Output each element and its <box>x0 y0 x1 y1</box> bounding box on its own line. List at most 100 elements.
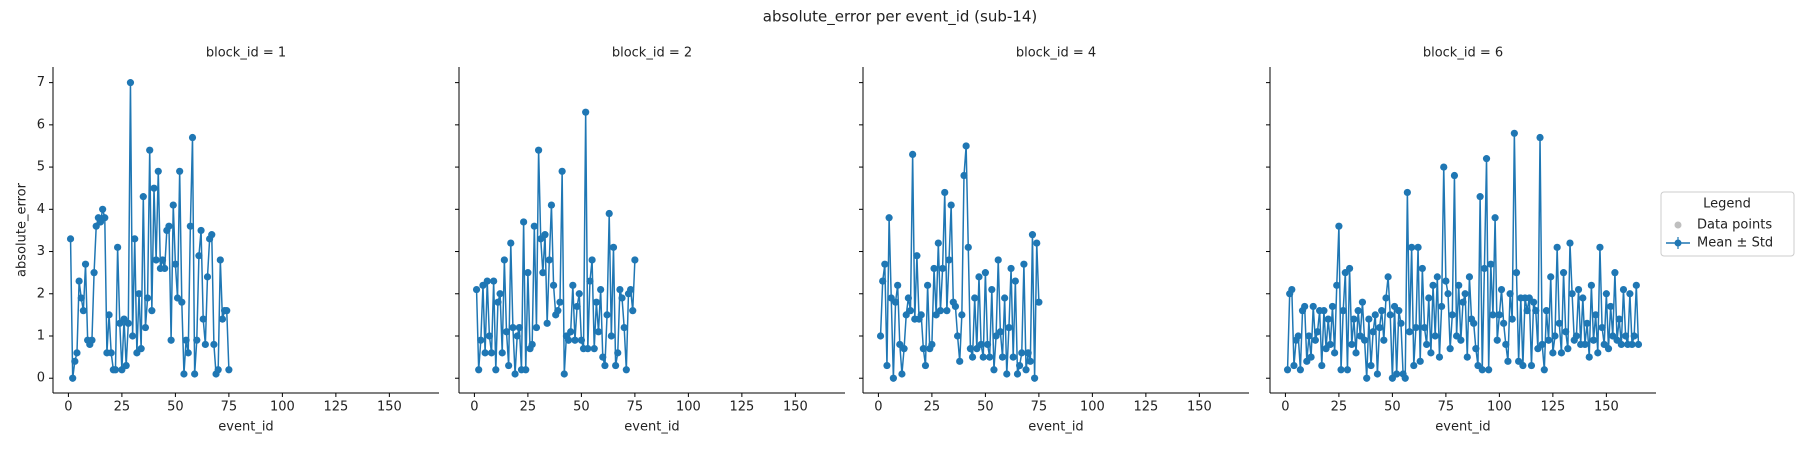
mean-marker <box>1559 269 1568 277</box>
x-tick-label: 75 <box>221 400 238 415</box>
mean-marker <box>1607 302 1615 311</box>
mean-marker <box>960 171 968 180</box>
mean-marker <box>1001 294 1009 302</box>
mean-marker <box>1626 290 1634 298</box>
mean-marker <box>90 269 98 277</box>
mean-marker <box>1536 133 1544 142</box>
mean-marker <box>592 298 600 306</box>
mean-marker <box>131 235 139 243</box>
mean-marker <box>1035 298 1043 306</box>
mean-marker <box>943 307 951 315</box>
mean-marker <box>1465 273 1474 281</box>
x-tick-label: 150 <box>1187 400 1212 415</box>
mean-marker <box>979 353 987 361</box>
x-tick-label: 75 <box>1031 400 1048 415</box>
mean-marker <box>1371 311 1379 319</box>
mean-marker <box>1470 319 1478 327</box>
mean-marker <box>906 307 915 315</box>
mean-marker <box>1557 349 1566 357</box>
mean-marker <box>1003 370 1011 378</box>
panel-title: block_id = 4 <box>1016 46 1096 61</box>
mean-marker <box>1380 336 1388 344</box>
mean-marker <box>1307 353 1315 361</box>
mean-marker <box>477 336 485 344</box>
mean-marker <box>178 298 186 306</box>
mean-marker <box>75 277 83 285</box>
mean-marker <box>1574 285 1583 294</box>
x-tick-label: 100 <box>676 400 701 415</box>
mean-marker <box>165 222 173 230</box>
mean-marker <box>161 264 169 273</box>
mean-marker <box>1343 366 1352 374</box>
mean-marker <box>1619 285 1628 294</box>
mean-marker <box>1482 155 1491 163</box>
mean-marker <box>1005 323 1013 332</box>
mean-marker <box>1506 290 1514 298</box>
mean-marker <box>507 239 515 247</box>
mean-marker <box>994 256 1002 264</box>
mean-marker <box>492 366 500 374</box>
mean-marker <box>1530 298 1538 306</box>
y-tick-label: 3 <box>37 244 45 259</box>
mean-marker <box>1378 307 1386 315</box>
mean-marker <box>582 108 590 116</box>
mean-marker <box>603 311 611 319</box>
mean-marker <box>1444 290 1452 298</box>
mean-marker <box>981 269 989 277</box>
mean-marker <box>1489 311 1497 319</box>
mean-marker <box>924 281 932 289</box>
mean-marker <box>485 332 493 340</box>
mean-marker <box>913 252 921 260</box>
x-tick-label: 50 <box>1384 400 1401 415</box>
mean-marker <box>81 260 90 268</box>
mean-marker <box>958 311 966 319</box>
mean-marker <box>1579 294 1587 302</box>
mean-marker <box>1632 281 1640 289</box>
mean-marker <box>1589 336 1598 344</box>
mean-marker <box>900 345 908 353</box>
mean-marker <box>515 323 523 332</box>
mean-marker <box>577 336 585 344</box>
mean-marker <box>1634 340 1643 349</box>
mean-marker <box>1414 243 1422 251</box>
y-tick-label: 6 <box>37 117 45 132</box>
mean-marker <box>1485 366 1493 374</box>
mean-marker <box>996 328 1004 336</box>
mean-marker <box>547 201 556 209</box>
panel-title: block_id = 2 <box>612 46 692 61</box>
mean-marker <box>481 349 489 357</box>
mean-marker <box>180 370 188 378</box>
mean-marker <box>1555 319 1563 327</box>
mean-marker <box>1564 345 1572 353</box>
mean-marker <box>111 366 120 374</box>
mean-marker <box>199 315 207 323</box>
mean-marker <box>509 323 517 332</box>
mean-marker <box>1358 298 1367 306</box>
mean-marker <box>881 260 889 268</box>
mean-marker <box>532 323 541 332</box>
mean-marker <box>560 370 568 378</box>
mean-marker <box>124 319 132 327</box>
mean-marker <box>73 349 81 357</box>
mean-marker <box>588 256 596 264</box>
mean-marker <box>184 349 192 357</box>
mean-marker <box>152 256 160 264</box>
mean-marker <box>150 184 158 192</box>
mean-marker <box>1431 332 1439 340</box>
mean-marker <box>934 239 942 247</box>
mean-marker <box>1504 357 1512 365</box>
y-tick-label: 5 <box>37 160 45 175</box>
mean-marker <box>1508 315 1516 323</box>
mean-marker <box>528 340 536 349</box>
mean-marker <box>607 332 615 340</box>
x-tick-label: 50 <box>573 400 590 415</box>
mean-marker <box>631 256 639 264</box>
mean-marker <box>594 328 603 336</box>
mean-marker <box>966 345 975 353</box>
mean-marker <box>1375 323 1384 332</box>
mean-marker <box>225 366 233 374</box>
mean-marker <box>543 319 551 327</box>
mean-marker <box>1427 349 1435 357</box>
mean-marker <box>176 167 184 175</box>
mean-marker <box>1587 281 1595 289</box>
